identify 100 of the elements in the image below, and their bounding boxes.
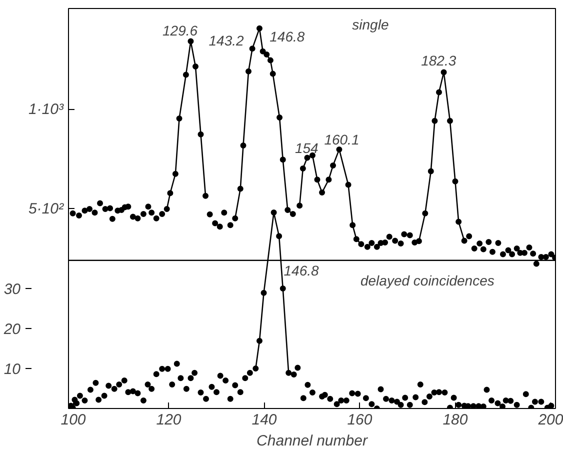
point: [134, 215, 141, 222]
point: [530, 250, 536, 257]
y2-tick-label: 30: [4, 281, 22, 298]
point: [304, 154, 310, 161]
point: [456, 218, 462, 225]
point: [97, 200, 104, 206]
y-tick-label: 5·10²: [28, 200, 65, 218]
point: [398, 240, 404, 247]
point: [382, 240, 388, 246]
point: [260, 290, 267, 296]
point: [256, 25, 262, 32]
point: [270, 70, 276, 77]
point: [86, 206, 93, 212]
point: [374, 244, 380, 250]
point: [386, 234, 392, 240]
point: [476, 240, 483, 247]
point: [538, 254, 544, 260]
annotation: 154: [294, 140, 319, 156]
point: [153, 215, 160, 222]
point: [227, 222, 234, 228]
point: [260, 48, 266, 54]
x-axis-title: Channel number: [256, 432, 368, 450]
point: [368, 240, 375, 246]
point: [249, 46, 256, 52]
point: [176, 115, 182, 122]
point: [246, 68, 252, 74]
point: [232, 215, 238, 222]
point: [145, 204, 152, 210]
x-tick-label: 140: [252, 412, 278, 428]
point: [70, 210, 76, 216]
point: [92, 210, 98, 216]
point: [548, 251, 554, 258]
point: [514, 246, 520, 252]
point: [440, 69, 447, 76]
point: [192, 63, 198, 70]
point: [202, 192, 209, 199]
point: [240, 142, 246, 148]
point: [167, 190, 174, 196]
point: [330, 162, 336, 169]
point: [471, 246, 478, 252]
x-tick-label: 200: [537, 412, 563, 428]
point: [212, 220, 218, 226]
point: [452, 178, 458, 184]
point: [140, 210, 146, 217]
point: [461, 238, 468, 244]
point: [533, 260, 540, 267]
point: [82, 208, 88, 214]
point: [252, 366, 259, 372]
point: [237, 186, 244, 192]
point: [270, 210, 277, 216]
annotation: 129.6: [162, 22, 198, 38]
point: [345, 182, 352, 188]
point: [198, 131, 204, 138]
point: [486, 238, 492, 245]
annotation: 143.2: [208, 32, 244, 48]
point: [314, 176, 320, 183]
point: [256, 338, 262, 344]
point: [495, 240, 502, 246]
point: [148, 210, 155, 216]
x-tick-label: 180: [442, 412, 468, 428]
point: [432, 118, 438, 124]
point: [164, 206, 170, 212]
point: [109, 216, 116, 222]
point: [319, 190, 326, 196]
y-tick-label: 1·10³: [28, 101, 65, 118]
point: [500, 251, 506, 258]
point: [480, 246, 486, 252]
point: [280, 286, 286, 292]
annotation: single: [352, 16, 389, 32]
point: [364, 244, 370, 250]
point: [436, 89, 442, 96]
point: [276, 233, 282, 240]
point: [280, 156, 286, 163]
point: [188, 38, 194, 44]
point: [326, 176, 332, 183]
point: [526, 244, 532, 251]
point: [76, 212, 82, 219]
point: [489, 248, 496, 255]
point: [401, 231, 408, 238]
point: [428, 168, 434, 174]
point: [267, 57, 274, 64]
point: [221, 210, 228, 216]
x-tick-label: 100: [60, 412, 86, 428]
point: [216, 224, 223, 230]
point: [284, 206, 291, 213]
point: [264, 52, 270, 58]
point: [350, 222, 356, 228]
point: [406, 232, 413, 238]
point: [107, 205, 114, 212]
point: [290, 210, 296, 217]
x-tick-label: 120: [156, 412, 182, 428]
point: [446, 118, 453, 124]
point: [182, 72, 189, 78]
point: [130, 214, 136, 220]
point: [336, 146, 342, 152]
point: [466, 233, 472, 240]
point: [286, 370, 292, 376]
point: [509, 251, 516, 258]
annotation: 146.8: [284, 262, 320, 278]
point: [392, 238, 398, 244]
